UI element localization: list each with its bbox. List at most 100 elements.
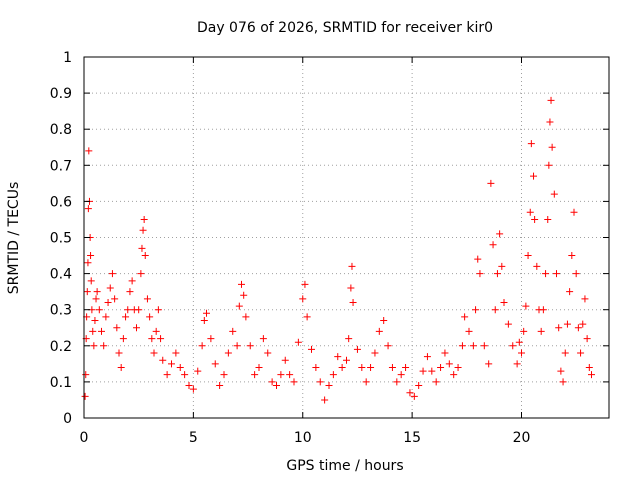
data-point xyxy=(566,288,574,296)
data-point xyxy=(303,313,311,321)
data-point xyxy=(98,327,105,335)
data-point xyxy=(547,96,555,104)
data-point xyxy=(194,367,202,375)
data-point xyxy=(441,349,449,357)
grid xyxy=(84,57,609,418)
data-point xyxy=(415,382,423,390)
data-point xyxy=(150,349,158,357)
data-point xyxy=(581,295,589,303)
data-point xyxy=(338,363,346,371)
data-point xyxy=(124,306,132,314)
data-point xyxy=(168,360,175,368)
data-point xyxy=(113,324,121,332)
data-point xyxy=(545,161,553,169)
data-point xyxy=(410,392,418,400)
data-point xyxy=(419,367,427,375)
data-point xyxy=(367,363,375,371)
data-point xyxy=(152,327,160,335)
data-point xyxy=(159,356,167,364)
data-point xyxy=(235,302,243,310)
data-point xyxy=(137,270,145,278)
data-point xyxy=(334,353,342,361)
data-point xyxy=(259,335,267,343)
y-tick-label: 0.6 xyxy=(50,194,72,210)
data-point xyxy=(348,262,356,270)
data-point xyxy=(224,349,232,357)
data-point xyxy=(200,317,208,325)
data-point xyxy=(574,324,582,332)
data-point xyxy=(450,371,458,379)
data-point xyxy=(81,392,89,400)
data-point xyxy=(138,244,146,252)
data-point xyxy=(537,327,545,335)
data-point xyxy=(122,313,130,321)
data-point xyxy=(493,270,501,278)
data-point xyxy=(90,342,98,350)
data-point xyxy=(229,327,237,335)
y-tick-label: 0.9 xyxy=(50,86,72,102)
data-point xyxy=(185,382,193,390)
data-point xyxy=(437,363,445,371)
data-point xyxy=(268,378,276,386)
data-point xyxy=(198,342,206,350)
x-tick-label: 10 xyxy=(294,430,312,446)
data-point xyxy=(139,226,147,234)
plot-frame xyxy=(83,56,610,419)
data-point xyxy=(559,378,567,386)
data-point xyxy=(91,317,99,325)
data-point xyxy=(579,320,587,328)
data-point xyxy=(472,306,480,314)
data-point xyxy=(140,215,148,223)
data-point xyxy=(312,363,320,371)
data-point xyxy=(203,309,210,317)
data-point xyxy=(500,298,508,306)
data-point xyxy=(524,252,532,260)
data-point xyxy=(126,288,134,296)
data-point xyxy=(480,342,488,350)
data-point xyxy=(308,345,315,353)
data-point xyxy=(141,252,149,260)
data-point xyxy=(238,280,245,288)
x-axis-title: GPS time / hours xyxy=(286,458,403,474)
data-point xyxy=(432,378,440,386)
data-point xyxy=(115,349,123,357)
data-point xyxy=(343,356,350,364)
data-point xyxy=(498,262,506,270)
data-point xyxy=(380,317,388,325)
data-point xyxy=(347,284,355,292)
data-point xyxy=(84,205,92,213)
data-point xyxy=(148,335,156,343)
data-point xyxy=(496,230,504,238)
data-point xyxy=(154,306,162,314)
data-point xyxy=(84,259,92,267)
data-point xyxy=(568,252,576,260)
data-point xyxy=(181,371,189,379)
data-point xyxy=(83,288,91,296)
x-tick-label: 0 xyxy=(80,430,89,446)
y-tick-label: 0.3 xyxy=(50,303,72,319)
data-point xyxy=(577,349,585,357)
data-point xyxy=(393,378,401,386)
data-point xyxy=(294,338,302,346)
data-point xyxy=(585,363,593,371)
data-point xyxy=(240,291,248,299)
data-point xyxy=(290,378,298,386)
x-tick-label: 20 xyxy=(513,430,531,446)
data-point xyxy=(428,367,436,375)
data-point xyxy=(163,371,171,379)
data-point xyxy=(402,363,410,371)
data-point xyxy=(384,342,392,350)
data-point xyxy=(548,143,556,151)
data-point xyxy=(583,335,591,343)
data-point xyxy=(321,396,329,404)
y-tick-label: 0.5 xyxy=(50,231,72,247)
data-point xyxy=(172,349,180,357)
data-point xyxy=(325,382,333,390)
data-point xyxy=(316,378,324,386)
data-point xyxy=(406,389,414,397)
data-point xyxy=(102,313,110,321)
data-point xyxy=(423,353,431,361)
data-point xyxy=(397,371,405,379)
data-point xyxy=(211,360,219,368)
